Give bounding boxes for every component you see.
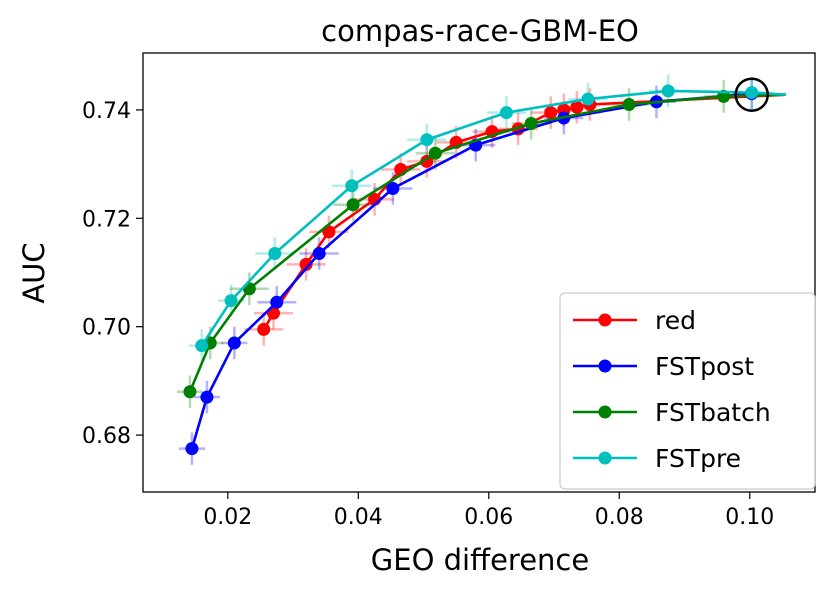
highlight-circle	[734, 77, 769, 112]
data-point	[268, 247, 282, 261]
data-point	[200, 390, 214, 404]
data-point	[622, 97, 636, 111]
legend-marker	[598, 313, 612, 327]
series-layer	[176, 74, 786, 465]
data-point	[183, 385, 197, 399]
x-axis-ticks: 0.02 0.04 0.06 0.08 0.10	[203, 492, 774, 530]
legend-label: FSTpost	[655, 352, 754, 381]
plot-frame	[142, 52, 816, 493]
data-point	[499, 106, 513, 120]
data-point	[420, 154, 434, 168]
legend-marker	[598, 451, 612, 465]
y-axis-label: AUC	[17, 242, 51, 303]
data-point	[195, 339, 209, 353]
legend-item-FSTpost: FSTpost	[573, 352, 754, 381]
series-FSTbatch	[183, 89, 786, 399]
x-axis-label: GEO difference	[371, 543, 589, 577]
legend: red FSTpost FSTbatch FSTpre	[559, 292, 816, 490]
x-tick-label: 0.02	[203, 505, 252, 530]
data-point	[420, 133, 434, 147]
data-point	[346, 198, 360, 212]
data-point	[345, 179, 359, 193]
data-point	[570, 100, 584, 114]
y-tick-label: 0.74	[82, 99, 131, 124]
data-point	[257, 322, 271, 336]
y-axis-ticks: 0.68 0.70 0.72 0.74	[82, 99, 143, 449]
data-point	[227, 336, 241, 350]
legend-label: FSTpre	[655, 444, 741, 473]
data-point	[386, 181, 400, 195]
x-tick-label: 0.06	[464, 505, 513, 530]
legend-marker	[598, 405, 612, 419]
data-point	[524, 116, 538, 130]
chart-title: compas-race-GBM-EO	[321, 14, 639, 48]
x-tick-label: 0.08	[595, 505, 644, 530]
series-line	[200, 89, 786, 347]
y-tick-label: 0.68	[82, 424, 131, 449]
data-point	[185, 442, 199, 456]
data-point	[224, 294, 238, 308]
data-point	[312, 247, 326, 261]
data-point	[544, 106, 558, 120]
legend-label: FSTbatch	[655, 398, 771, 427]
x-tick-label: 0.04	[334, 505, 383, 530]
plot-area	[142, 52, 816, 493]
data-point	[745, 86, 759, 100]
legend-box	[559, 292, 816, 490]
y-tick-label: 0.70	[82, 316, 131, 341]
data-point	[299, 257, 313, 271]
data-point	[581, 92, 595, 106]
data-point	[428, 146, 442, 160]
data-point	[270, 295, 284, 309]
legend-marker	[598, 359, 612, 373]
x-tick-label: 0.10	[725, 505, 774, 530]
data-point	[661, 84, 675, 98]
legend-item-FSTpre: FSTpre	[573, 444, 741, 473]
legend-label: red	[655, 306, 696, 335]
legend-item-red: red	[573, 306, 696, 335]
legend-item-FSTbatch: FSTbatch	[573, 398, 771, 427]
series-FSTpre	[195, 84, 786, 353]
y-tick-label: 0.72	[82, 207, 131, 232]
